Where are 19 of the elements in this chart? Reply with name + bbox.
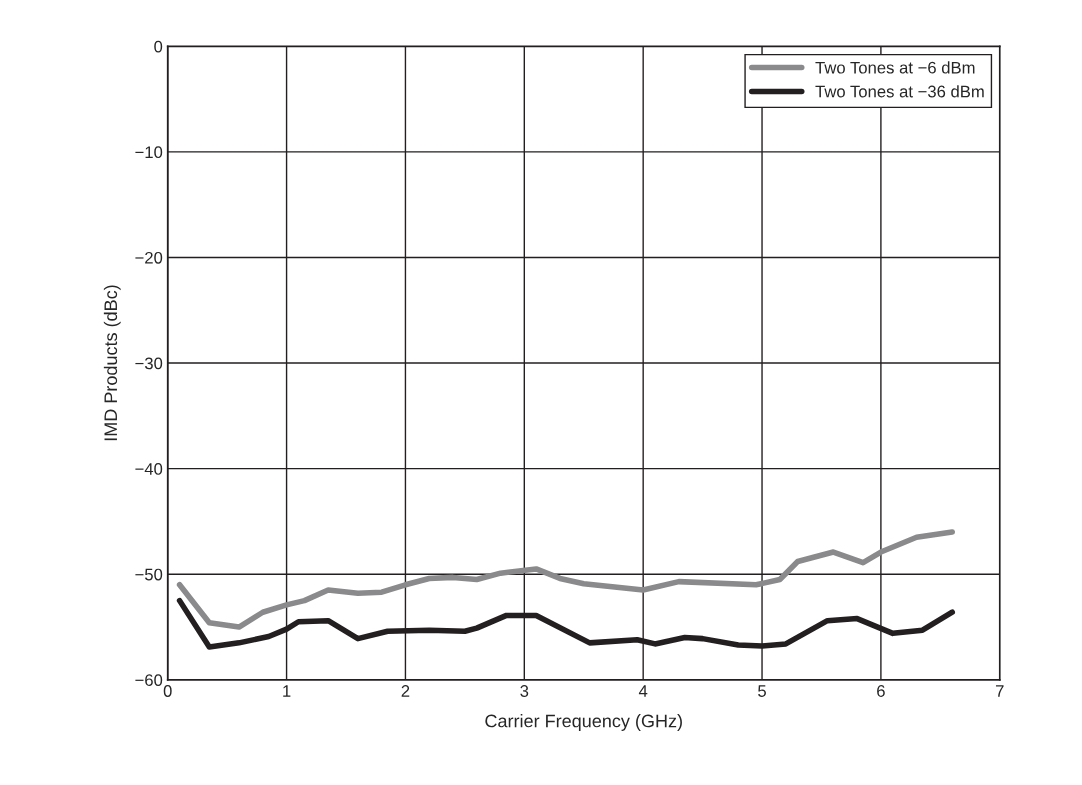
y-tick-label: 0 — [154, 40, 163, 53]
x-axis-title: Carrier Frequency (GHz) — [485, 714, 682, 731]
x-tick-label: 3 — [520, 685, 529, 697]
y-tick-label: −50 — [135, 568, 163, 581]
y-tick-label: −20 — [135, 251, 163, 264]
x-tick-label: 0 — [163, 685, 172, 697]
x-tick-label: 7 — [995, 685, 1004, 697]
y-axis-title: IMD Products (dBc) — [103, 285, 121, 441]
x-tick-label: 2 — [401, 685, 410, 697]
x-tick-label: 6 — [877, 685, 885, 697]
y-tick-label: −30 — [135, 357, 163, 370]
y-tick-label: −10 — [135, 146, 163, 159]
y-tick-label: −40 — [135, 463, 163, 475]
y-tick-label: −60 — [135, 674, 163, 687]
legend-label: Two Tones at −36 dBm — [815, 85, 984, 98]
x-tick-label: 5 — [758, 685, 766, 697]
x-tick-label: 4 — [638, 685, 648, 697]
legend-label: Two Tones at −6 dBm — [815, 61, 975, 74]
x-tick-label: 1 — [283, 685, 291, 697]
